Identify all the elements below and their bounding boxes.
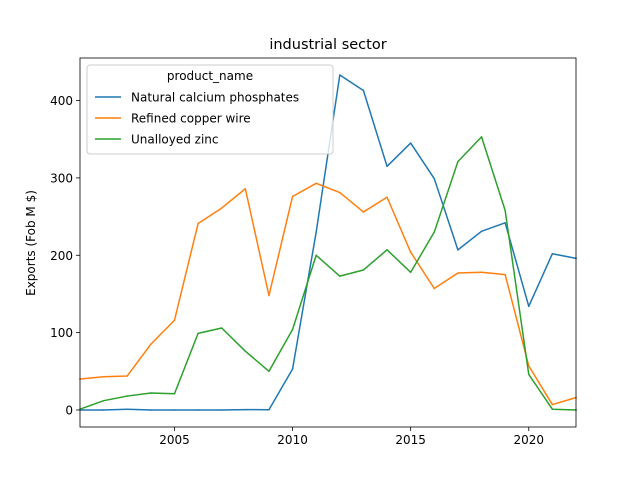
data-point-refined-copper-wire	[220, 207, 223, 209]
data-point-natural-calcium-phosphates	[126, 408, 128, 410]
y-tick-label: 300	[50, 171, 73, 185]
series-line-unalloyed-zinc	[79, 136, 577, 411]
data-point-natural-calcium-phosphates	[362, 89, 365, 92]
data-point-unalloyed-zinc	[126, 395, 128, 397]
x-tick-label: 2005	[159, 433, 190, 447]
y-tick-label: 400	[50, 94, 73, 108]
data-point-natural-calcium-phosphates	[457, 249, 459, 251]
data-point-unalloyed-zinc	[362, 269, 365, 271]
data-point-natural-calcium-phosphates	[244, 408, 247, 411]
data-point-refined-copper-wire	[197, 222, 199, 225]
y-tick-label: 100	[50, 326, 73, 340]
data-point-refined-copper-wire	[339, 191, 341, 194]
data-point-refined-copper-wire	[433, 287, 436, 290]
legend-entries: Natural calcium phosphates Refined copper…	[95, 91, 299, 147]
data-point-refined-copper-wire	[504, 273, 506, 276]
data-point-natural-calcium-phosphates	[551, 252, 554, 255]
series-line-refined-copper-wire	[79, 182, 577, 406]
legend-label-unalloyed-zinc: Unalloyed zinc	[131, 133, 219, 147]
x-axis: 2005 2010 2015 2020	[159, 427, 544, 447]
data-point-natural-calcium-phosphates	[528, 305, 530, 308]
y-axis-label: Exports (Fob M $)	[24, 190, 38, 296]
data-point-refined-copper-wire	[362, 211, 365, 213]
y-tick-label: 0	[65, 403, 73, 417]
data-point-natural-calcium-phosphates	[102, 409, 105, 411]
data-point-unalloyed-zinc	[197, 332, 199, 335]
data-point-refined-copper-wire	[409, 251, 412, 253]
data-point-unalloyed-zinc	[244, 350, 247, 352]
data-point-unalloyed-zinc	[386, 249, 388, 251]
data-point-natural-calcium-phosphates	[504, 222, 506, 224]
data-point-unalloyed-zinc	[268, 370, 270, 373]
data-point-natural-calcium-phosphates	[197, 409, 199, 411]
data-point-refined-copper-wire	[126, 375, 128, 377]
legend-label-refined-copper-wire: Refined copper wire	[131, 112, 251, 126]
data-point-unalloyed-zinc	[480, 136, 483, 138]
data-point-unalloyed-zinc	[315, 254, 317, 257]
data-point-natural-calcium-phosphates	[433, 177, 436, 180]
y-axis: 0 100 200 300 400	[50, 94, 80, 417]
data-point-unalloyed-zinc	[150, 392, 152, 394]
data-point-unalloyed-zinc	[433, 231, 436, 233]
data-point-refined-copper-wire	[150, 343, 152, 345]
data-point-natural-calcium-phosphates	[268, 408, 270, 411]
data-point-natural-calcium-phosphates	[315, 231, 317, 233]
data-point-refined-copper-wire	[457, 272, 459, 274]
data-point-natural-calcium-phosphates	[386, 165, 388, 168]
data-point-unalloyed-zinc	[173, 392, 176, 395]
data-point-unalloyed-zinc	[504, 209, 506, 212]
legend-title: product_name	[167, 69, 253, 83]
plot-frame	[79, 57, 577, 428]
data-point-natural-calcium-phosphates	[173, 409, 176, 411]
x-tick-label: 2010	[277, 433, 308, 447]
data-point-refined-copper-wire	[291, 195, 294, 198]
legend-box	[86, 64, 334, 155]
chart-title: industrial sector	[269, 37, 386, 53]
data-point-refined-copper-wire	[102, 375, 105, 378]
data-point-refined-copper-wire	[551, 403, 554, 406]
x-tick-label: 2020	[513, 433, 544, 447]
data-point-refined-copper-wire	[386, 196, 388, 198]
data-point-refined-copper-wire	[244, 187, 247, 190]
data-point-unalloyed-zinc	[551, 408, 554, 410]
data-point-natural-calcium-phosphates	[291, 368, 294, 370]
data-point-natural-calcium-phosphates	[409, 142, 412, 144]
data-point-natural-calcium-phosphates	[339, 74, 341, 76]
data-point-unalloyed-zinc	[220, 327, 223, 329]
x-tick-label: 2015	[395, 433, 426, 447]
y-tick-label: 200	[50, 249, 73, 263]
legend-label-natural-calcium-phosphates: Natural calcium phosphates	[131, 91, 299, 105]
data-point-refined-copper-wire	[268, 294, 270, 297]
data-point-unalloyed-zinc	[528, 373, 530, 376]
data-point-unalloyed-zinc	[339, 275, 341, 277]
data-point-unalloyed-zinc	[409, 271, 412, 274]
data-point-refined-copper-wire	[480, 271, 483, 274]
data-point-refined-copper-wire	[173, 319, 176, 321]
data-point-refined-copper-wire	[315, 182, 317, 185]
data-point-unalloyed-zinc	[291, 328, 294, 331]
legend: product_name Natural calcium phosphates R…	[86, 64, 334, 155]
data-point-natural-calcium-phosphates	[220, 409, 223, 411]
data-point-natural-calcium-phosphates	[150, 409, 152, 411]
data-point-natural-calcium-phosphates	[480, 230, 483, 233]
data-point-unalloyed-zinc	[102, 399, 105, 402]
data-point-refined-copper-wire	[528, 365, 530, 367]
data-point-unalloyed-zinc	[457, 160, 459, 163]
